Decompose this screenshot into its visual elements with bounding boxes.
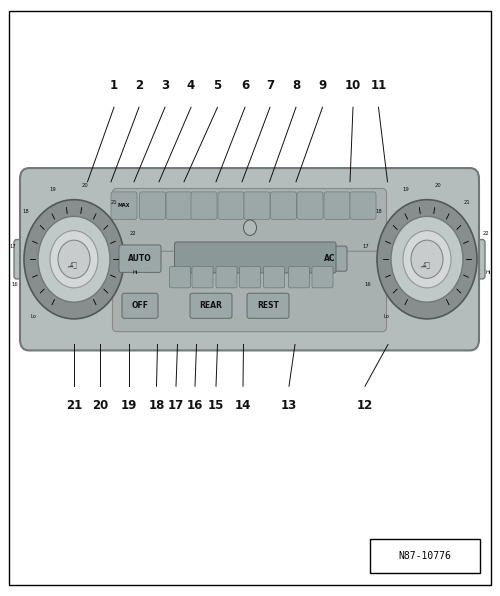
Text: 2: 2 (135, 79, 143, 92)
Text: REAR: REAR (200, 300, 222, 310)
Text: 19: 19 (402, 187, 409, 192)
FancyBboxPatch shape (247, 293, 289, 318)
FancyBboxPatch shape (122, 293, 158, 318)
FancyBboxPatch shape (244, 192, 270, 219)
Text: 6: 6 (241, 79, 249, 92)
Text: 18: 18 (148, 399, 164, 412)
Text: 18: 18 (22, 209, 30, 214)
Text: 5: 5 (214, 79, 222, 92)
FancyBboxPatch shape (465, 240, 485, 279)
Circle shape (24, 200, 124, 319)
Text: 17: 17 (362, 244, 369, 249)
Text: ☞: ☞ (418, 256, 428, 269)
FancyBboxPatch shape (350, 192, 376, 219)
Text: 1: 1 (110, 79, 118, 92)
Text: Lo: Lo (384, 314, 390, 319)
Text: Hi: Hi (486, 270, 491, 275)
Text: Lo: Lo (31, 314, 37, 319)
Text: 8: 8 (292, 79, 300, 92)
Text: REST: REST (257, 300, 279, 310)
FancyBboxPatch shape (288, 266, 310, 288)
Text: 3: 3 (161, 79, 169, 92)
FancyBboxPatch shape (216, 266, 237, 288)
FancyBboxPatch shape (312, 266, 333, 288)
Circle shape (377, 200, 477, 319)
Text: 21: 21 (66, 399, 82, 412)
Text: 19: 19 (121, 399, 137, 412)
FancyBboxPatch shape (166, 192, 192, 219)
Circle shape (391, 216, 463, 302)
Circle shape (38, 216, 110, 302)
Text: 9: 9 (318, 79, 326, 92)
Bar (370, 539, 480, 573)
FancyBboxPatch shape (20, 168, 479, 350)
Text: 14: 14 (235, 399, 251, 412)
Text: 12: 12 (357, 399, 373, 412)
Text: 16: 16 (187, 399, 203, 412)
FancyBboxPatch shape (112, 252, 386, 331)
Text: 7: 7 (266, 79, 274, 92)
FancyBboxPatch shape (240, 266, 260, 288)
FancyBboxPatch shape (170, 266, 190, 288)
FancyBboxPatch shape (324, 192, 350, 219)
Text: AUTO: AUTO (128, 253, 152, 263)
Text: 4: 4 (187, 79, 195, 92)
FancyBboxPatch shape (218, 192, 244, 219)
FancyBboxPatch shape (192, 266, 213, 288)
Text: 22: 22 (130, 231, 136, 236)
Text: OFF: OFF (132, 300, 148, 310)
FancyBboxPatch shape (297, 192, 323, 219)
FancyBboxPatch shape (112, 188, 386, 254)
Circle shape (58, 240, 90, 278)
Circle shape (244, 220, 256, 235)
Text: 21: 21 (111, 200, 117, 204)
Text: MAX: MAX (118, 203, 130, 208)
Text: 11: 11 (370, 79, 386, 92)
Text: 13: 13 (281, 399, 297, 412)
FancyBboxPatch shape (174, 242, 336, 273)
Text: Hi: Hi (133, 270, 138, 275)
Text: 16: 16 (12, 283, 18, 287)
FancyBboxPatch shape (119, 245, 161, 272)
FancyBboxPatch shape (190, 293, 232, 318)
Text: 20: 20 (92, 399, 108, 412)
Text: 10: 10 (345, 79, 361, 92)
Text: 17: 17 (9, 244, 16, 249)
Text: 16: 16 (365, 283, 372, 287)
Text: 15: 15 (208, 399, 224, 412)
Text: 18: 18 (376, 209, 382, 214)
Text: 20: 20 (82, 184, 88, 188)
Text: 22: 22 (482, 231, 489, 236)
Circle shape (411, 240, 443, 278)
FancyBboxPatch shape (14, 240, 34, 279)
Circle shape (403, 231, 451, 288)
FancyBboxPatch shape (140, 192, 166, 219)
FancyBboxPatch shape (191, 192, 217, 219)
Text: ☞: ☞ (64, 256, 76, 269)
Text: N87-10776: N87-10776 (398, 551, 452, 561)
FancyBboxPatch shape (264, 266, 284, 288)
Circle shape (50, 231, 98, 288)
Text: 19: 19 (49, 187, 56, 192)
FancyBboxPatch shape (313, 246, 347, 271)
FancyBboxPatch shape (270, 192, 296, 219)
Text: 21: 21 (464, 200, 470, 204)
Text: 17: 17 (168, 399, 184, 412)
Text: 20: 20 (434, 184, 441, 188)
Text: AC: AC (324, 253, 336, 263)
FancyBboxPatch shape (111, 192, 137, 219)
